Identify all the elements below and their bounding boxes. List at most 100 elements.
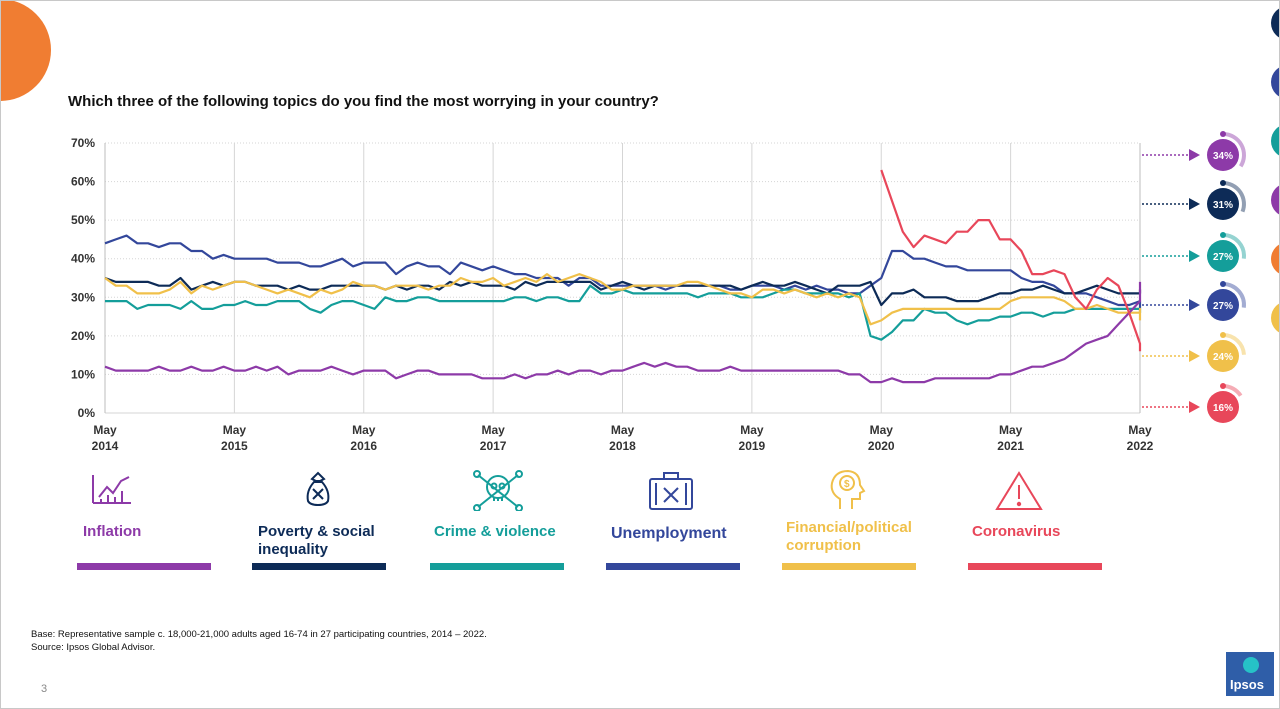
svg-text:$: $ xyxy=(844,479,850,490)
legend-label-poverty: Poverty & social xyxy=(258,523,375,540)
legend-label-corruption-line2: corruption xyxy=(786,537,861,554)
badge-crime xyxy=(1207,240,1239,272)
legend-label-poverty-line2: inequality xyxy=(258,541,329,558)
badge-label-crime: 27% xyxy=(1213,252,1233,263)
legend-bar-coronavirus xyxy=(968,563,1102,570)
badge-inflation xyxy=(1207,139,1239,171)
decorative-dot-blue xyxy=(1271,65,1279,99)
footnote-base: Base: Representative sample c. 18,000-21… xyxy=(31,629,487,640)
series-line-crime xyxy=(105,284,1142,341)
x-tick-label-year: 2018 xyxy=(609,439,636,453)
skull-crossbones-icon xyxy=(473,470,523,511)
badge-arrow-corruption xyxy=(1189,350,1200,362)
x-tick-label-year: 2016 xyxy=(350,439,377,453)
badge-unemployment xyxy=(1207,289,1239,321)
rising-chart-icon xyxy=(92,475,131,504)
x-tick-label-month: May xyxy=(999,423,1023,437)
x-tick-label-year: 2019 xyxy=(739,439,766,453)
x-tick-label-year: 2021 xyxy=(997,439,1024,453)
ipsos-logo: Ipsos xyxy=(1226,652,1274,696)
y-tick-label: 50% xyxy=(71,213,95,227)
badge-ring-crime xyxy=(1222,233,1246,259)
y-tick-label: 30% xyxy=(71,290,95,304)
series-line-inflation xyxy=(104,281,1142,384)
badge-ring-dot-coronavirus xyxy=(1220,383,1226,389)
x-tick-label-month: May xyxy=(481,423,505,437)
y-tick-label: 70% xyxy=(71,136,95,150)
badge-ring-poverty xyxy=(1222,181,1246,213)
x-tick-label-month: May xyxy=(870,423,894,437)
legend-bar-poverty xyxy=(252,563,386,570)
footnote: Base: Representative sample c. 18,000-21… xyxy=(31,628,487,654)
decorative-dot-teal xyxy=(1271,124,1279,158)
warning-icon xyxy=(995,471,1043,510)
decorative-dot-purple xyxy=(1271,183,1279,217)
x-tick-label-year: 2017 xyxy=(480,439,507,453)
legend-bar-unemployment xyxy=(606,563,740,570)
legend-label-corruption: Financial/political xyxy=(786,519,912,536)
x-tick-label-month: May xyxy=(352,423,376,437)
page-number: 3 xyxy=(41,683,48,695)
badge-label-inflation: 34% xyxy=(1213,151,1233,162)
x-tick-label-month: May xyxy=(1128,423,1152,437)
money-bag-icon xyxy=(306,471,330,507)
x-tick-label-year: 2015 xyxy=(221,439,248,453)
legend-bar-inflation xyxy=(77,563,211,570)
y-tick-label: 40% xyxy=(71,252,95,266)
badge-ring-dot-corruption xyxy=(1220,332,1226,338)
legend-bar-crime xyxy=(430,563,564,570)
badge-coronavirus xyxy=(1207,391,1239,423)
y-tick-label: 20% xyxy=(71,329,95,343)
x-tick-label-year: 2020 xyxy=(868,439,895,453)
y-tick-label: 60% xyxy=(71,175,95,189)
x-tick-label-month: May xyxy=(223,423,247,437)
series-line-corruption xyxy=(104,273,1142,326)
series-line-coronavirus xyxy=(880,169,1142,352)
x-tick-label-month: May xyxy=(611,423,635,437)
legend-label-coronavirus: Coronavirus xyxy=(972,523,1061,540)
x-tick-label-year: 2022 xyxy=(1127,439,1154,453)
badge-arrow-unemployment xyxy=(1189,299,1200,311)
legend-label-unemployment: Unemployment xyxy=(611,525,727,542)
badge-label-coronavirus: 16% xyxy=(1213,403,1233,414)
x-tick-label-month: May xyxy=(740,423,764,437)
badge-poverty xyxy=(1207,188,1239,220)
legend-bar-corruption xyxy=(782,563,916,570)
x-tick-label-year: 2014 xyxy=(92,439,119,453)
ipsos-logo-mark xyxy=(1243,657,1259,673)
ipsos-logo-text: Ipsos xyxy=(1230,677,1264,692)
legend-coronavirus: Coronavirus xyxy=(968,467,1108,577)
legend-label-crime: Crime & violence xyxy=(434,523,556,540)
legend-inflation: Inflation xyxy=(77,467,217,577)
legend-unemployment: Unemployment xyxy=(606,467,746,577)
legend-corruption: $ Financial/political corruption xyxy=(782,467,922,577)
badge-label-corruption: 24% xyxy=(1213,352,1233,363)
y-tick-label: 0% xyxy=(78,406,96,420)
badge-corruption xyxy=(1207,340,1239,372)
line-chart: 0% 10% 20% 30% 40% 50% 60% 70% May 2014 May 2015 May… xyxy=(71,131,1246,453)
legend-poverty: Poverty & social inequality xyxy=(252,467,392,577)
badge-ring-dot-unemployment xyxy=(1220,281,1226,287)
badge-ring-dot-inflation xyxy=(1220,131,1226,137)
badge-ring-dot-crime xyxy=(1220,232,1226,238)
badge-ring-unemployment xyxy=(1222,282,1246,308)
badge-ring-dot-poverty xyxy=(1220,180,1226,186)
decorative-dot-orange xyxy=(1271,242,1279,276)
badge-label-unemployment: 27% xyxy=(1213,301,1233,312)
badge-arrow-crime xyxy=(1189,250,1200,262)
chart-title: Which three of the following topics do y… xyxy=(68,93,659,110)
badge-arrow-coronavirus xyxy=(1189,401,1200,413)
legend-crime: Crime & violence xyxy=(430,467,570,577)
x-tick-label-month: May xyxy=(93,423,117,437)
head-dollar-icon: $ xyxy=(830,469,866,509)
footnote-source: Source: Ipsos Global Advisor. xyxy=(31,642,156,653)
badge-arrow-inflation xyxy=(1189,149,1200,161)
decorative-dot-navy xyxy=(1271,6,1279,40)
decorative-dot-yellow xyxy=(1271,301,1279,335)
badge-arrow-poverty xyxy=(1189,198,1200,210)
badge-label-poverty: 31% xyxy=(1213,200,1233,211)
y-tick-label: 10% xyxy=(71,367,95,381)
badge-ring-inflation xyxy=(1222,132,1246,168)
briefcase-icon xyxy=(649,472,693,510)
